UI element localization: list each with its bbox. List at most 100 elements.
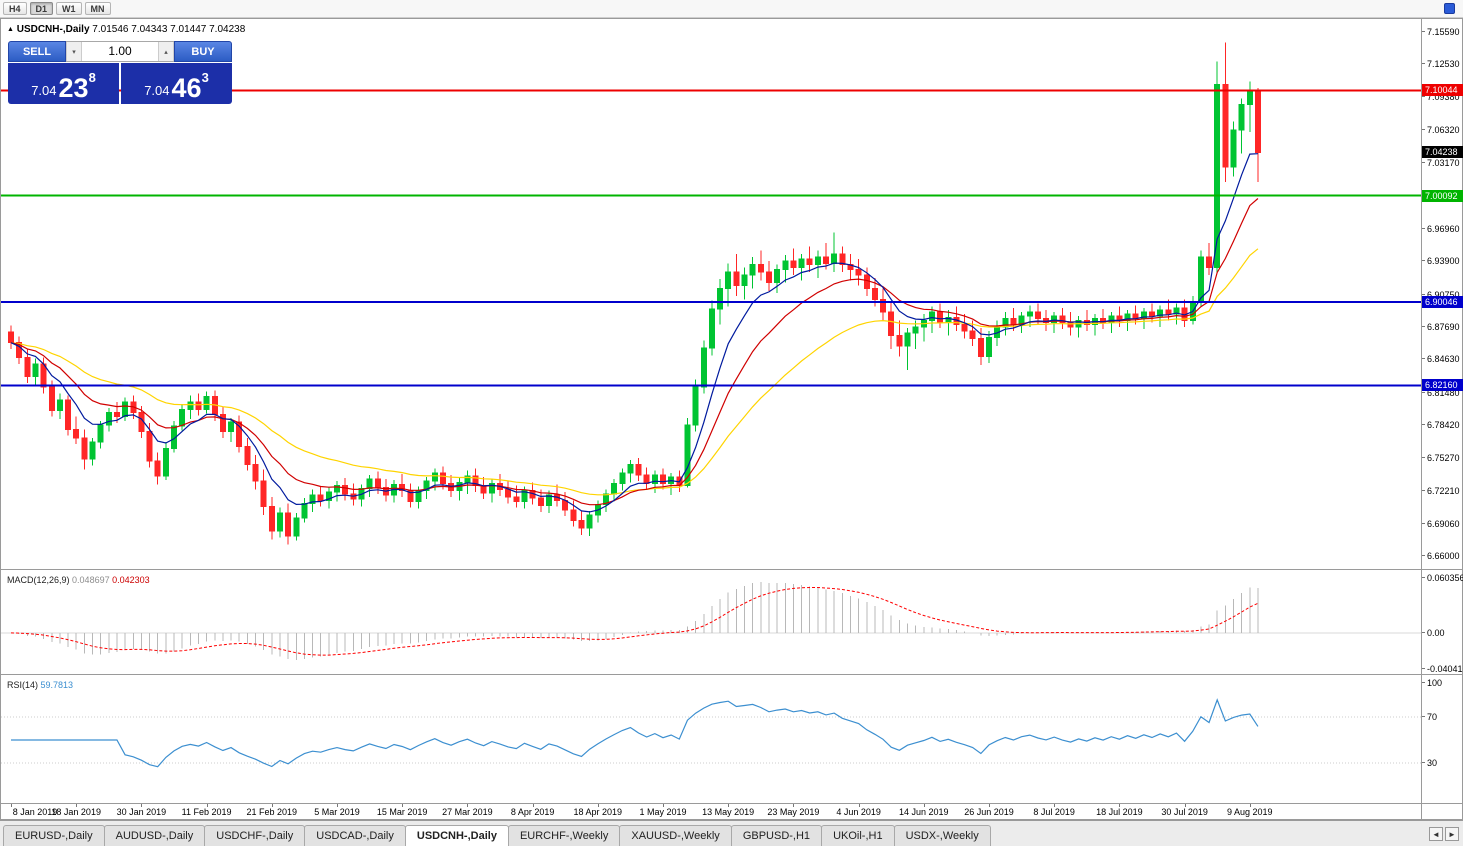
chart-tab-usdchf-daily[interactable]: USDCHF-,Daily	[204, 825, 306, 846]
axis-tick	[1422, 522, 1425, 524]
macd-signal-line	[10, 587, 1259, 656]
main-chart-canvas[interactable]	[1, 19, 1421, 569]
date-axis-separator	[1, 803, 1462, 804]
hline-price-tag: 6.90046	[1422, 295, 1463, 308]
date-tick	[793, 804, 795, 807]
macd-main-value: 0.048697	[72, 575, 110, 585]
date-axis-label: 13 May 2019	[702, 807, 755, 817]
pane-separator[interactable]	[1, 569, 1462, 570]
buy-price-display[interactable]: 7.04 46 3	[121, 63, 232, 104]
macd-histogram	[18, 582, 1259, 660]
buy-price-pip: 3	[201, 70, 209, 85]
chart-tab-ukoil-h1[interactable]: UKOil-,H1	[821, 825, 895, 846]
price-axis-label: 6.90750	[1427, 289, 1460, 300]
rsi-value: 59.7813	[40, 680, 74, 690]
date-axis-label: 8 Jan 2019	[12, 807, 58, 817]
price-axis-label: 6.81480	[1427, 387, 1460, 398]
date-axis-label: 21 Feb 2019	[246, 807, 298, 817]
price-axis-label: 6.69060	[1427, 518, 1460, 529]
chart-tab-usdcnh-daily[interactable]: USDCNH-,Daily	[404, 825, 509, 846]
buy-button[interactable]: BUY	[174, 41, 232, 62]
ohlc-high: 7.04343	[131, 24, 168, 35]
date-axis-label: 18 Apr 2019	[573, 807, 623, 817]
axis-tick	[1422, 457, 1425, 459]
tabs-scroll-right-button[interactable]: ►	[1445, 827, 1459, 841]
symbol-marker-icon: ▲	[7, 26, 14, 33]
price-axis[interactable]: 7.15590 7.12530 7.09380 7.06320 7.03170 6.969…	[1421, 19, 1463, 819]
axis-tick	[1422, 555, 1425, 557]
volume-field[interactable]: ▾ 1.00 ▴	[66, 41, 174, 62]
axis-tick	[1422, 30, 1425, 32]
plot-area[interactable]: ▲ USDCNH-,Daily 7.01546 7.04343 7.01447 …	[1, 19, 1462, 819]
timeframe-button-w1[interactable]: W1	[56, 2, 82, 15]
date-axis[interactable]: 8 Jan 2019 18 Jan 2019 30 Jan 2019 11 Feb 2…	[1, 804, 1421, 819]
candlestick-series	[8, 42, 1261, 545]
sell-price-display[interactable]: 7.04 23 8	[8, 63, 119, 104]
price-axis-label: 6.96960	[1427, 223, 1460, 234]
timeframe-button-h4[interactable]: H4	[3, 2, 27, 15]
axis-tick	[1422, 716, 1425, 718]
date-axis-label: 30 Jan 2019	[116, 807, 167, 817]
rsi-axis-label: 100	[1427, 678, 1443, 688]
date-axis-label: 1 May 2019	[639, 807, 687, 817]
chart-tabs: EURUSD-,Daily AUDUSD-,Daily USDCHF-,Daily U…	[3, 824, 1425, 846]
axis-tick	[1422, 96, 1425, 98]
date-tick	[1184, 804, 1186, 807]
date-axis-label: 26 Jun 2019	[964, 807, 1014, 817]
date-axis-label: 8 Jul 2019	[1033, 807, 1075, 817]
hline-price-tag: 7.10044	[1422, 84, 1463, 97]
chart-symbol-label: USDCNH-,Daily	[16, 24, 90, 35]
rsi-axis-label: 30	[1427, 757, 1438, 768]
chart-tab-eurchf-weekly[interactable]: EURCHF-,Weekly	[507, 825, 621, 846]
date-tick	[402, 804, 404, 807]
sell-button[interactable]: SELL	[8, 41, 66, 62]
date-tick	[532, 804, 534, 807]
price-axis-label: 6.78420	[1427, 419, 1460, 430]
ohlc-close: 7.04238	[209, 24, 246, 35]
axis-tick	[1422, 128, 1425, 130]
chart-title: ▲ USDCNH-,Daily 7.01546 7.04343 7.01447 …	[7, 24, 245, 35]
volume-down-icon[interactable]: ▾	[66, 42, 82, 61]
axis-tick	[1422, 293, 1425, 295]
sell-price-prefix: 7.04	[31, 83, 57, 98]
chart-tab-gbpusd-h1[interactable]: GBPUSD-,H1	[730, 825, 823, 846]
price-axis-label: 7.12530	[1427, 59, 1460, 70]
ma-fast-line[interactable]	[10, 153, 1258, 513]
rsi-canvas[interactable]	[1, 675, 1421, 803]
macd-label: MACD(12,26,9) 0.048697 0.042303	[7, 575, 150, 585]
macd-canvas[interactable]	[1, 570, 1421, 674]
rsi-line	[11, 698, 1259, 768]
timeframe-button-d1[interactable]: D1	[29, 2, 54, 15]
ma-slow-line[interactable]	[10, 248, 1259, 496]
axis-tick	[1422, 63, 1425, 65]
tabs-scroll-left-button[interactable]: ◄	[1429, 827, 1443, 841]
date-tick	[597, 804, 599, 807]
ohlc-open: 7.01546	[92, 24, 129, 35]
chart-tab-xauusd-weekly[interactable]: XAUUSD-,Weekly	[619, 825, 732, 846]
price-axis-label: 6.75270	[1427, 453, 1460, 464]
price-axis-label: 7.06320	[1427, 124, 1460, 135]
chart-tab-usdx-weekly[interactable]: USDX-,Weekly	[893, 825, 991, 846]
price-axis-label: 7.09380	[1427, 92, 1460, 103]
date-axis-label: 18 Jul 2019	[1096, 807, 1143, 817]
price-axis-label: 6.87690	[1427, 321, 1460, 332]
axis-tick	[1422, 358, 1425, 360]
axis-tick	[1422, 325, 1425, 327]
timeframe-button-mn[interactable]: MN	[84, 2, 111, 15]
volume-up-icon[interactable]: ▴	[158, 42, 174, 61]
date-axis-label: 30 Jul 2019	[1161, 807, 1208, 817]
rsi-name: RSI(14)	[7, 680, 39, 690]
price-axis-label: 6.84630	[1427, 354, 1460, 365]
volume-value[interactable]: 1.00	[108, 44, 132, 58]
timeframe-buttons: H4 D1 W1 MN	[3, 2, 111, 15]
chart-tab-audusd-daily[interactable]: AUDUSD-,Daily	[103, 825, 206, 846]
sell-price-pip: 8	[88, 70, 96, 85]
axis-tick	[1422, 423, 1425, 425]
macd-name: MACD(12,26,9)	[7, 575, 70, 585]
axis-tick	[1422, 682, 1425, 683]
ma-mid-line[interactable]	[10, 198, 1259, 506]
chart-tab-eurusd-daily[interactable]: EURUSD-,Daily	[3, 825, 105, 846]
chart-tab-usdcad-daily[interactable]: USDCAD-,Daily	[304, 825, 406, 846]
pane-separator[interactable]	[1, 674, 1462, 675]
